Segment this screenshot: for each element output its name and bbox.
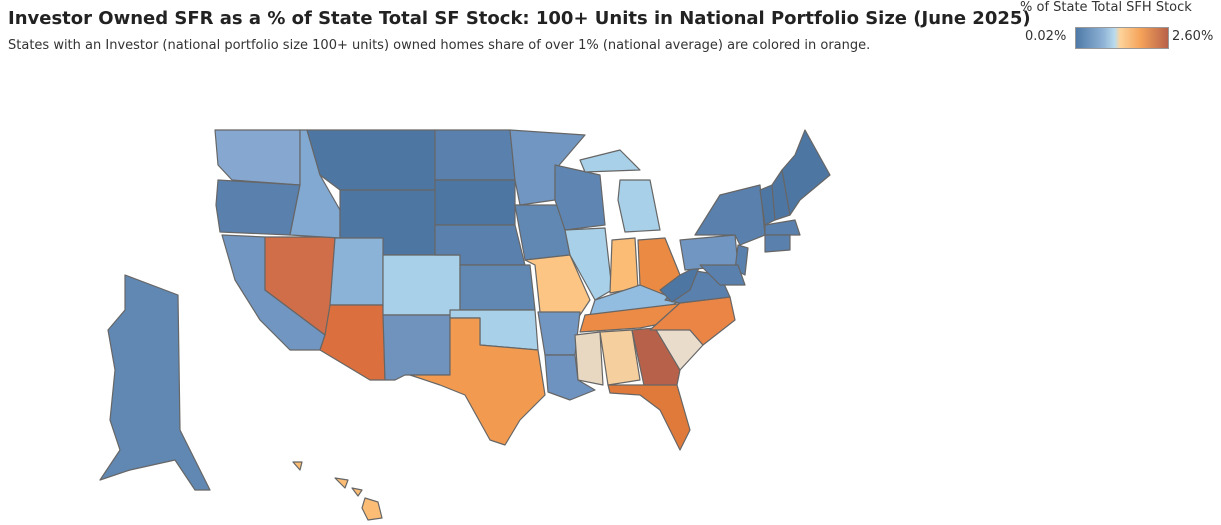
state-la[interactable] bbox=[544, 354, 596, 401]
state-wa[interactable] bbox=[214, 129, 301, 186]
state-or[interactable] bbox=[215, 179, 301, 236]
state-co[interactable] bbox=[382, 254, 461, 316]
state-wi[interactable] bbox=[554, 164, 606, 231]
state-ms[interactable] bbox=[574, 331, 604, 386]
state-tx[interactable] bbox=[409, 317, 546, 446]
state-mt[interactable] bbox=[306, 129, 436, 191]
state-ks[interactable] bbox=[459, 264, 536, 311]
state-mi[interactable] bbox=[617, 179, 661, 233]
state-fl[interactable] bbox=[607, 384, 691, 451]
state-hi[interactable] bbox=[351, 487, 363, 497]
state-ar[interactable] bbox=[537, 311, 581, 356]
legend-min-label: 0.02% bbox=[1025, 29, 1067, 44]
state-sd[interactable] bbox=[434, 179, 516, 226]
state-nd[interactable] bbox=[434, 129, 516, 181]
state-wv[interactable] bbox=[659, 264, 701, 303]
map-subtitle: States with an Investor (national portfo… bbox=[8, 38, 871, 53]
legend-color-ramp bbox=[1075, 27, 1169, 49]
state-mi[interactable] bbox=[579, 149, 641, 173]
state-az[interactable] bbox=[319, 304, 386, 381]
state-nm[interactable] bbox=[382, 314, 451, 381]
state-me[interactable] bbox=[781, 129, 831, 216]
legend-max-label: 2.60% bbox=[1172, 29, 1214, 44]
state-md[interactable] bbox=[699, 264, 746, 286]
state-il[interactable] bbox=[564, 227, 613, 301]
state-al[interactable] bbox=[599, 329, 641, 386]
state-hi[interactable] bbox=[334, 477, 349, 489]
state-in[interactable] bbox=[609, 237, 639, 294]
state-hi[interactable] bbox=[361, 497, 383, 521]
legend-title: % of State Total SFH Stock bbox=[1020, 0, 1192, 15]
state-ak[interactable] bbox=[99, 274, 211, 491]
state-ct[interactable] bbox=[764, 234, 791, 253]
state-ma[interactable] bbox=[764, 219, 801, 236]
map-title: Investor Owned SFR as a % of State Total… bbox=[8, 8, 1031, 29]
state-ut[interactable] bbox=[329, 237, 384, 306]
state-hi[interactable] bbox=[292, 461, 303, 471]
